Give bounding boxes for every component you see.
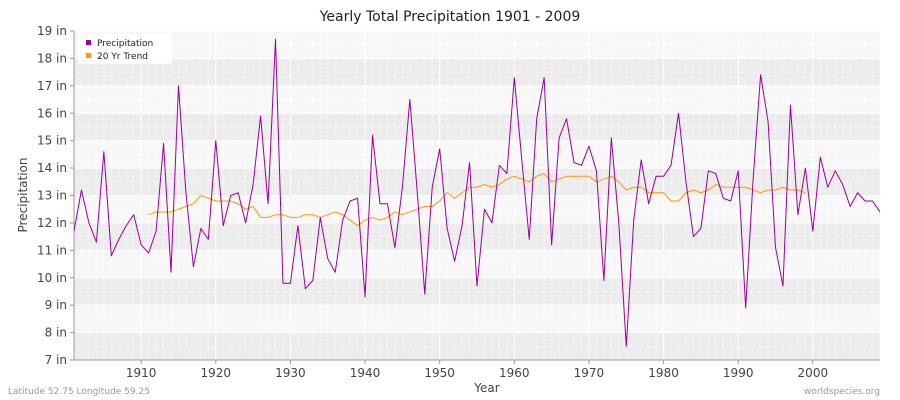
- legend: Precipitation 20 Yr Trend: [78, 34, 172, 64]
- x-tick-label: 1980: [648, 366, 679, 380]
- y-tick-label: 11 in: [37, 243, 67, 257]
- x-tick-label: 1930: [275, 366, 306, 380]
- y-tick-label: 18 in: [37, 51, 67, 65]
- footer-source: worldspecies.org: [804, 387, 880, 397]
- legend-label-precipitation: Precipitation: [97, 39, 153, 49]
- y-tick-label: 17 in: [37, 79, 67, 93]
- y-tick-label: 13 in: [37, 189, 67, 203]
- y-tick-label: 9 in: [45, 298, 67, 312]
- x-tick-label: 1920: [201, 366, 232, 380]
- x-tick-label: 1940: [350, 366, 381, 380]
- x-tick-label: 1970: [574, 366, 605, 380]
- y-axis-label: Precipitation: [16, 157, 30, 232]
- x-tick-label: 1960: [499, 366, 530, 380]
- y-tick-label: 12 in: [37, 216, 67, 230]
- y-tick-label: 16 in: [37, 106, 67, 120]
- x-tick-label: 2000: [798, 366, 829, 380]
- y-tick-label: 10 in: [37, 271, 67, 285]
- footer-location: Latitude 52.75 Longitude 59.25: [8, 387, 150, 397]
- y-tick-label: 19 in: [37, 24, 67, 38]
- y-tick-label: 8 in: [45, 326, 67, 340]
- legend-label-trend: 20 Yr Trend: [97, 52, 148, 62]
- y-tick-label: 14 in: [37, 161, 67, 175]
- y-tick-labels: 7 in 8 in 9 in 10 in 11 in 12 in 13 in 14 in 15 …: [37, 24, 74, 367]
- series-layer: [74, 38, 880, 347]
- trend-line: [148, 173, 806, 227]
- legend-box: [78, 34, 172, 64]
- x-tick-label: 1910: [126, 366, 157, 380]
- x-tick-label: 1950: [424, 366, 455, 380]
- precipitation-line: [74, 38, 880, 347]
- y-tick-label: 15 in: [37, 134, 67, 148]
- x-axis-label: Year: [473, 381, 499, 395]
- legend-swatch-precipitation: [86, 40, 91, 45]
- y-tick-label: 7 in: [45, 353, 67, 367]
- legend-swatch-trend: [86, 53, 91, 58]
- x-tick-label: 1990: [723, 366, 754, 380]
- chart-title: Yearly Total Precipitation 1901 - 2009: [319, 9, 581, 25]
- x-tick-labels: 1910 1920 1930 1940 1950 1960 1970 1980 1990 2000: [126, 360, 828, 380]
